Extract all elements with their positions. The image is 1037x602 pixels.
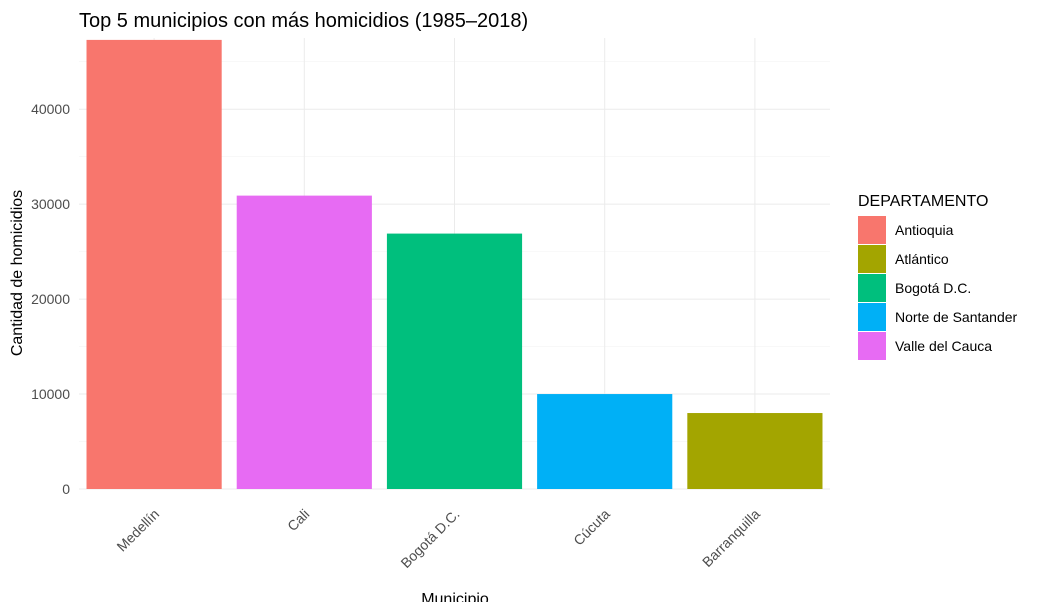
legend-label: Norte de Santander [895,309,1018,325]
legend: DEPARTAMENTO Antioquia Atlántico Bogotá D.… [858,193,1018,360]
x-tick-label: Medellín [113,506,162,555]
x-tick-label: Bogotá D.C. [397,506,462,571]
chart-title: Top 5 municipios con más homicidios (198… [79,10,528,32]
y-tick-label: 10000 [31,386,70,402]
x-tick-label: Cali [284,506,312,534]
bar-cali [236,195,372,490]
legend-item: Norte de Santander [858,303,1018,331]
legend-key [858,332,886,360]
y-axis-title: Cantidad de homicidios [9,190,26,356]
legend-key [858,303,886,331]
y-tick-label: 20000 [31,291,70,307]
y-tick-label: 40000 [31,101,70,117]
bar-c-cuta [537,394,673,489]
bar-medell-n [86,39,222,489]
y-axis-ticks: 0 10000 20000 30000 40000 [31,101,70,497]
legend-item: Atlántico [858,245,949,273]
x-tick-label: Barranquilla [699,506,763,570]
legend-key [858,245,886,273]
bar-bogot-d-c- [386,233,523,489]
bar-barranquilla [687,413,823,489]
y-tick-label: 0 [62,481,70,497]
legend-key [858,274,886,302]
legend-key [858,216,886,244]
legend-title: DEPARTAMENTO [858,193,988,210]
y-tick-label: 30000 [31,196,70,212]
legend-label: Valle del Cauca [895,338,992,354]
legend-item: Bogotá D.C. [858,274,971,302]
x-axis-ticks: Medellín Cali Bogotá D.C. Cúcuta Barranquill… [113,506,763,571]
legend-label: Bogotá D.C. [895,280,971,296]
x-tick-label: Cúcuta [570,506,613,549]
legend-item: Valle del Cauca [858,332,992,360]
legend-item: Antioquia [858,216,954,244]
x-axis-title: Municipio [421,591,489,602]
legend-label: Antioquia [895,222,954,238]
bars [86,39,823,490]
legend-label: Atlántico [895,251,949,267]
